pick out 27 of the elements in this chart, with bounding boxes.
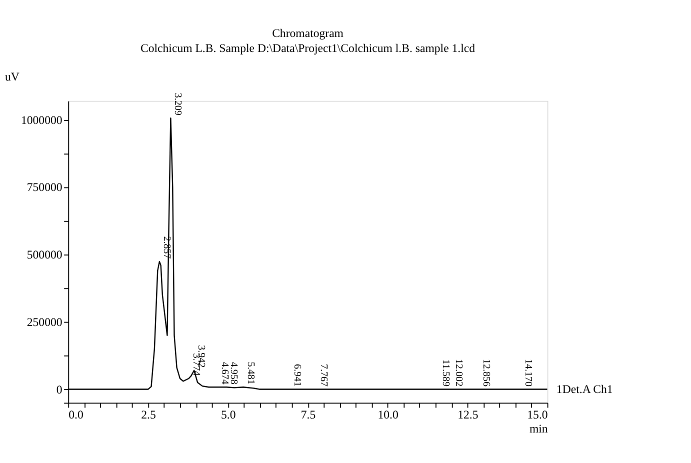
y-tick-label: 750000 [26, 180, 62, 194]
x-tick-label: 12.5 [458, 408, 478, 422]
annotation: 4.674 [219, 362, 230, 384]
x-tick-label: 7.5 [300, 408, 316, 422]
y-axis-title: uV [5, 69, 20, 84]
annotation: 14.170 [522, 359, 534, 387]
annotation: 11.589 [440, 359, 451, 387]
annotation: 7.767 [318, 364, 329, 387]
x-tick-label: 15.0 [527, 408, 548, 422]
annotation: 4.958 [228, 362, 240, 384]
x-axis-title: min [529, 421, 548, 436]
x-tick-label: 5.0 [220, 408, 236, 422]
annotation: 12.002 [453, 359, 464, 387]
chart-subtitle: Colchicum L.B. Sample D:\Data\Project1\Colchicum l.B. sample 1.lcd [140, 40, 476, 55]
y-tick-label: 0 [56, 382, 62, 396]
chart-title: Chromatogram [272, 26, 344, 40]
series-label: 1Det.A Ch1 [556, 382, 613, 396]
annotation: 5.481 [244, 362, 256, 384]
annotation: 3.209 [172, 92, 184, 116]
x-tick-label: 0.0 [68, 408, 84, 422]
annotation: 6.941 [291, 364, 302, 387]
x-tick-label: 2.5 [141, 408, 156, 422]
y-tick-label: 500000 [26, 248, 62, 262]
annotation: 12.856 [480, 359, 492, 387]
x-tick-label: 10.0 [378, 408, 398, 422]
y-tick-label: 250000 [26, 314, 62, 329]
y-tick-label: 1000000 [20, 112, 62, 127]
